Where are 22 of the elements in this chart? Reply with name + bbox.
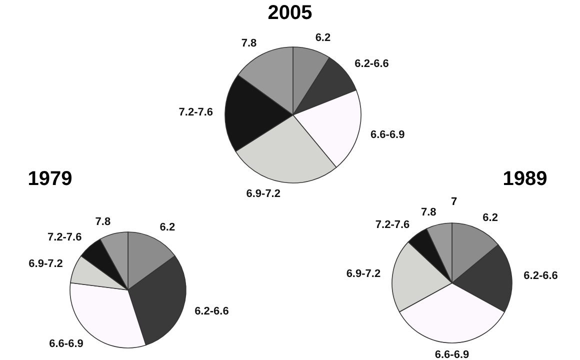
slice-label: 6.2-6.6 bbox=[354, 58, 389, 70]
slice-label: 6.6-6.9 bbox=[49, 338, 84, 350]
slice-label: 7.8 bbox=[95, 216, 111, 228]
slice-label: 7.8 bbox=[420, 206, 436, 219]
slice-label: 7.2-7.6 bbox=[375, 218, 410, 231]
slice-label: 6.2 bbox=[482, 212, 498, 224]
slice-label: 6.2 bbox=[315, 32, 331, 44]
chart-title: 2005 bbox=[266, 2, 314, 25]
slice-label: 7.8 bbox=[241, 38, 257, 50]
slice-label: 6.6-6.9 bbox=[434, 349, 470, 360]
text: 7 bbox=[451, 196, 458, 208]
slice-label: 7.2-7.6 bbox=[178, 106, 214, 118]
slice-label: 6.9-7.2 bbox=[246, 188, 280, 200]
slice-label: 6.9-7.2 bbox=[28, 258, 63, 270]
slice-label: 6.2-6.6 bbox=[524, 270, 558, 282]
chart-title: 1989 bbox=[502, 168, 548, 191]
slice-label: 6.2-6.6 bbox=[194, 306, 229, 318]
slice-label: 6.2 bbox=[160, 222, 176, 234]
chart-title: 1979 bbox=[26, 168, 74, 191]
slice-label: 6.9-7.2 bbox=[346, 268, 381, 280]
slice-label: 7.2-7.6 bbox=[47, 231, 82, 244]
slice-label: 6.6-6.9 bbox=[370, 128, 405, 141]
